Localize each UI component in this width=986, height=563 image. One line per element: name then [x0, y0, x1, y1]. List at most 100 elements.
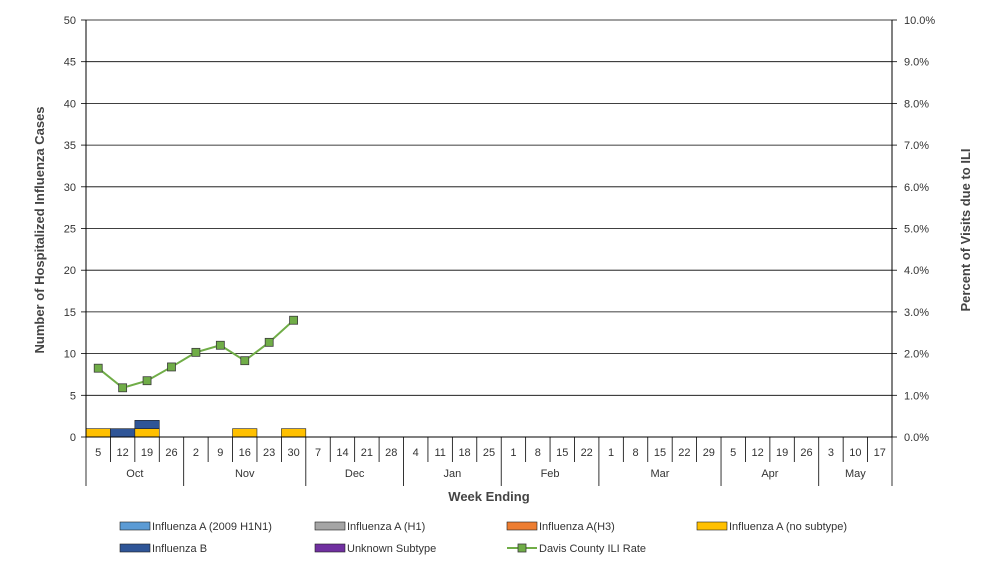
bar	[110, 428, 136, 438]
x-tick-label: 14	[336, 447, 348, 459]
legend-label: Influenza A(H3)	[539, 521, 615, 533]
y2-tick-label: 6.0%	[904, 182, 929, 194]
y2-tick-label: 8.0%	[904, 98, 929, 110]
y-tick-label: 40	[64, 98, 76, 110]
x-tick-label: 11	[434, 447, 445, 459]
x-tick-label: 12	[752, 447, 764, 459]
y-tick-label: 20	[64, 265, 76, 277]
legend: Influenza A (2009 H1N1) Influenza A (H1) I…	[119, 521, 847, 555]
y-tick-label: 35	[64, 140, 76, 152]
ili-rate-point	[118, 383, 128, 393]
ili-rate-point	[240, 356, 250, 366]
month-label: Nov	[235, 468, 255, 480]
x-tick-label: 29	[703, 447, 715, 459]
legend-label: Influenza A (H1)	[347, 521, 425, 533]
y-tick-label: 45	[64, 57, 76, 69]
y-tick-label: 50	[64, 15, 76, 27]
y2-tick-label: 5.0%	[904, 224, 929, 236]
x-tick-label: 8	[632, 447, 638, 459]
y-tick-label: 15	[64, 307, 76, 319]
bar	[281, 428, 307, 438]
bar-marks	[85, 420, 307, 438]
legend-marker	[517, 543, 527, 553]
ili-rate-point	[264, 337, 274, 347]
bar	[232, 428, 258, 438]
month-label: Oct	[126, 468, 143, 480]
month-label: Jan	[443, 468, 461, 480]
y2-tick-label: 1.0%	[904, 390, 929, 402]
bar	[134, 428, 160, 438]
x-tick-label: 9	[217, 447, 223, 459]
bar	[134, 420, 160, 429]
ili-rate-point	[289, 315, 299, 325]
x-tick-label: 26	[165, 447, 177, 459]
x-tick-label: 21	[361, 447, 373, 459]
ili-rate-point	[93, 363, 103, 373]
bar	[85, 428, 111, 438]
x-tick-label: 22	[581, 447, 593, 459]
y2-tick-label: 3.0%	[904, 307, 929, 319]
x-tick-label: 15	[556, 447, 568, 459]
x-tick-label: 5	[95, 447, 101, 459]
x-tick-label: 22	[678, 447, 690, 459]
legend-swatch	[314, 521, 346, 531]
y2-tick-label: 0.0%	[904, 432, 929, 444]
ili-rate-point	[167, 362, 176, 372]
y-axis-title: Number of Hospitalized Influenza Cases	[32, 106, 47, 353]
x-tick-label: 15	[654, 447, 666, 459]
x-category-axis: 5 12 19 26 2 9 16 23 30 7 14 21 28 4 11 18 25 1 8 15 22 1 8 15 2…	[85, 436, 893, 486]
y2-axis-title: Percent of Visits due to ILI	[958, 148, 973, 311]
y2-tick-label: 9.0%	[904, 57, 929, 69]
y2-tick-label: 4.0%	[904, 265, 929, 277]
legend-swatch	[506, 521, 538, 531]
x-tick-label: 5	[730, 447, 736, 459]
x-tick-label: 26	[800, 447, 812, 459]
x-tick-label: 8	[535, 447, 541, 459]
x-tick-label: 18	[458, 447, 470, 459]
x-tick-label: 19	[141, 447, 153, 459]
x-tick-label: 4	[413, 447, 419, 459]
y-tick-label: 10	[64, 349, 76, 361]
x-tick-label: 7	[315, 447, 321, 459]
x-tick-label: 16	[239, 447, 251, 459]
y-tick-label: 5	[70, 390, 76, 402]
x-tick-label: 2	[193, 447, 199, 459]
axes: 0 5 10 15 20 25 30 35 40 45 50 0.0% 1.0% 2.0% 3.0% 4.0%…	[64, 15, 936, 444]
x-tick-label: 25	[483, 447, 495, 459]
x-axis-title: Week Ending	[448, 489, 529, 504]
legend-swatch	[119, 543, 151, 553]
legend-label: Influenza B	[152, 543, 207, 555]
x-tick-label: 17	[874, 447, 886, 459]
x-tick-label: 19	[776, 447, 788, 459]
y-tick-label: 25	[64, 224, 76, 236]
ili-rate-point	[142, 376, 152, 386]
month-label: Dec	[345, 468, 365, 480]
x-tick-label: 28	[385, 447, 397, 459]
legend-label: Davis County ILI Rate	[539, 543, 646, 555]
legend-swatch	[696, 521, 728, 531]
y2-tick-label: 2.0%	[904, 349, 929, 361]
x-tick-label: 1	[510, 447, 516, 459]
gridlines	[86, 19, 892, 396]
x-tick-label: 1	[608, 447, 614, 459]
ili-rate-point	[191, 347, 201, 357]
month-label: Mar	[650, 468, 669, 480]
y2-tick-label: 7.0%	[904, 140, 929, 152]
legend-label: Influenza A (2009 H1N1)	[152, 521, 272, 533]
y-tick-label: 30	[64, 182, 76, 194]
x-tick-label: 30	[287, 447, 299, 459]
x-tick-label: 3	[828, 447, 834, 459]
x-tick-label: 10	[849, 447, 861, 459]
legend-label: Unknown Subtype	[347, 543, 436, 555]
month-label: Feb	[541, 468, 560, 480]
legend-label: Influenza A (no subtype)	[729, 521, 847, 533]
month-label: May	[845, 468, 866, 480]
ili-line	[93, 315, 299, 393]
y-tick-label: 0	[70, 432, 76, 444]
x-tick-label: 23	[263, 447, 275, 459]
ili-rate-point	[215, 340, 225, 350]
legend-swatch	[119, 521, 151, 531]
x-tick-label: 12	[117, 447, 129, 459]
